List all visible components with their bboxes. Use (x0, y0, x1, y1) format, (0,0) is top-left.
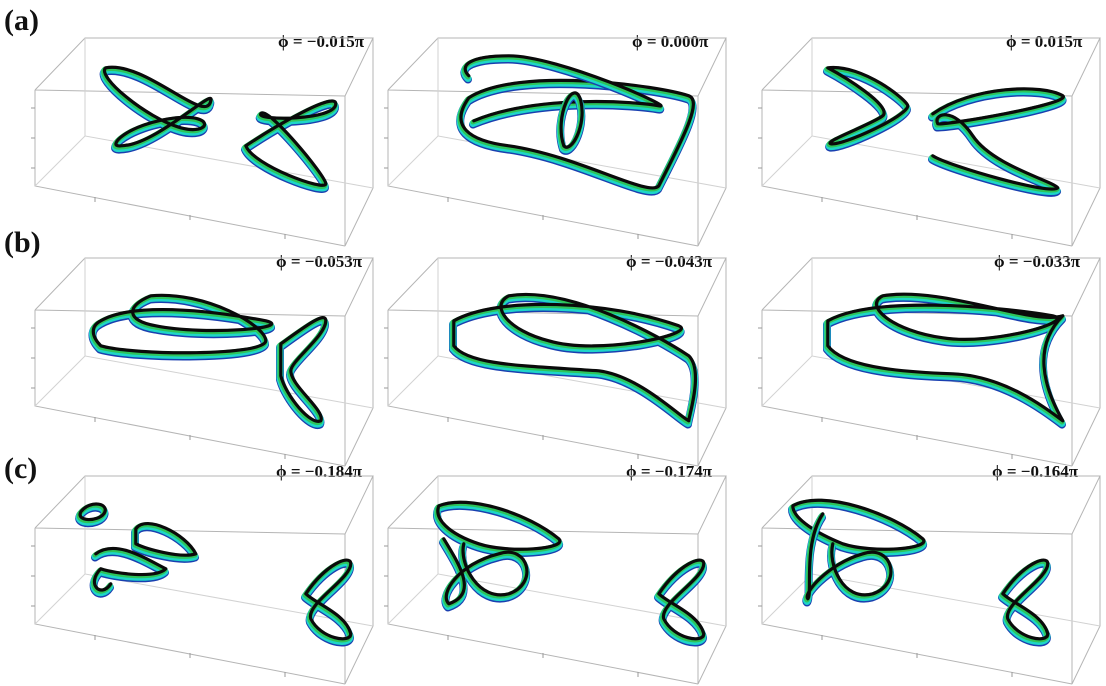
panel-b1 (30, 257, 374, 467)
knot-tube-a3-0-layer3 (826, 66, 910, 146)
row-label-a: (a) (4, 4, 39, 37)
phi-label-a3: ϕ = 0.015π (1006, 32, 1083, 51)
knot-tube-a3-1-layer3 (931, 87, 1065, 191)
panel-c3 (757, 475, 1101, 685)
knot-tube-c2-1-layer3 (442, 537, 529, 606)
knot-tube-a2-1-layer3 (463, 54, 663, 123)
panel-c2 (383, 475, 727, 685)
knot-tube-c3-2-layer3 (1001, 558, 1050, 641)
knot-tube-a1-1-layer3 (244, 99, 338, 187)
knot-tube-c1-1-layer3 (134, 522, 198, 557)
panel-b3 (757, 257, 1101, 467)
knot-tube-b2-0-layer3 (452, 292, 698, 423)
knot-tube-c2-2-layer3 (657, 558, 706, 641)
knot-tube-b1-1-layer3 (279, 316, 328, 423)
knot-tube-a1-0-layer3 (102, 65, 213, 148)
row-label-c: (c) (4, 452, 38, 485)
knot-tube-c3-1-layer3 (805, 512, 893, 601)
knot-tube-b3-0-layer3 (826, 292, 1065, 423)
phi-label-b3: ϕ = −0.033π (994, 252, 1081, 271)
knot-tube-c1-3-layer3 (304, 558, 353, 641)
panel-a1 (30, 37, 374, 247)
panel-c1 (30, 475, 374, 685)
panel-b2 (383, 257, 727, 467)
knot-tube-c1-0-layer3 (78, 502, 107, 522)
phi-label-b1: ϕ = −0.053π (276, 252, 363, 271)
knot-tube-b1-0-layer3 (91, 293, 274, 355)
knot-tube-c1-2-layer3 (93, 546, 168, 592)
knot-tube-c2-0-layer3 (436, 500, 562, 551)
panel-a3 (757, 37, 1101, 247)
phi-label-b2: ϕ = −0.043π (626, 252, 713, 271)
panel-a2 (383, 37, 727, 247)
knot-tube-a2-2-layer3 (559, 91, 584, 149)
phi-label-a1: ϕ = −0.015π (278, 32, 365, 51)
phi-label-a2: ϕ = 0.000π (632, 32, 709, 51)
row-label-b: (b) (4, 226, 41, 259)
